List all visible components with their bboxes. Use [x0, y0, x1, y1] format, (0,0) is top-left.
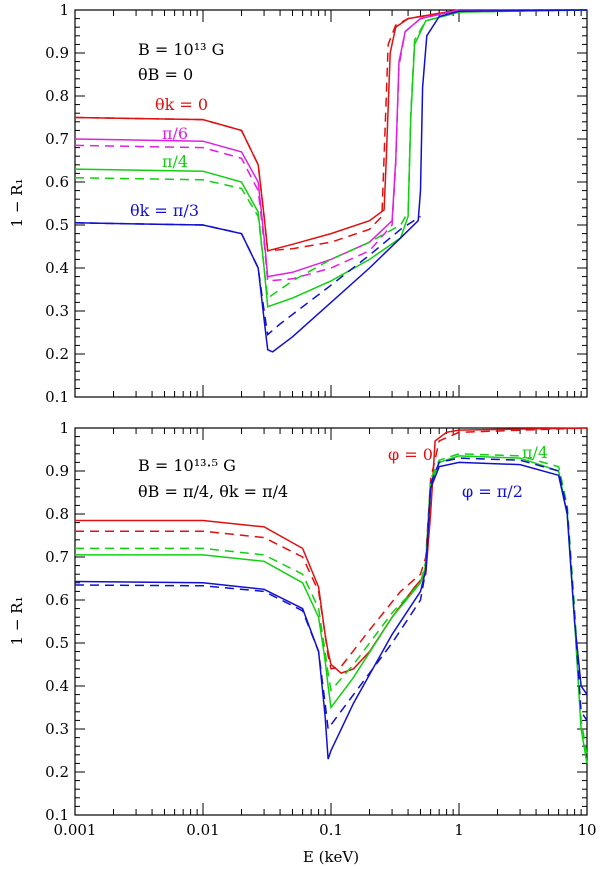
bottom-ytick-label: 0.2	[45, 763, 69, 781]
bottom-annotation-angles: θB = π/4, θk = π/4	[138, 482, 288, 501]
top-label-thetak-pi3: θk = π/3	[130, 201, 199, 220]
bottom-ytick-label: 0.8	[45, 505, 69, 523]
top-series-line	[74, 215, 421, 337]
bottom-label-pi4: π/4	[522, 443, 548, 462]
bottom-xtick-label: 0.1	[319, 821, 343, 839]
bottom-ytick-label: 0.3	[45, 720, 69, 738]
bottom-ytick-label: 0.1	[45, 806, 69, 824]
top-ytick-label: 0.4	[45, 259, 69, 277]
bottom-series-line	[75, 427, 588, 670]
bottom-label-phi-pi2: φ = π/2	[462, 482, 523, 501]
top-annotation-field: B = 10¹³ G	[138, 40, 224, 59]
top-ytick-label: 0.7	[45, 130, 69, 148]
bottom-curves	[74, 427, 588, 764]
top-ytick-label: 0.8	[45, 87, 69, 105]
bottom-ytick-label: 1	[59, 419, 69, 437]
x-axis-label: E (keV)	[303, 848, 359, 866]
bottom-series-line	[75, 453, 588, 755]
top-axis-ticks: 0.1 0.2 0.3 0.4 0.5 0.6 0.7 0.8 0.9 1	[45, 1, 587, 406]
top-ytick-label: 0.1	[45, 388, 69, 406]
top-ytick-label: 1	[59, 1, 69, 19]
top-ytick-label: 0.5	[45, 216, 69, 234]
top-label-pi6: π/6	[162, 124, 188, 143]
bottom-series-line	[75, 455, 588, 764]
bottom-ytick-label: 0.5	[45, 634, 69, 652]
bottom-ytick-label: 0.9	[45, 462, 69, 480]
top-series-line	[74, 9, 587, 282]
top-series-line	[74, 9, 587, 252]
bottom-axis-ticks: 0.1 0.2 0.3 0.4 0.5 0.6 0.7 0.8 0.9 1 0.001 0.01 0.1…	[45, 419, 596, 839]
bottom-series-line	[74, 461, 588, 760]
bottom-xtick-label: 1	[454, 821, 464, 839]
bottom-y-axis-label: 1 − R₁	[8, 597, 26, 646]
top-ytick-label: 0.2	[45, 345, 69, 363]
top-y-axis-label: 1 − R₁	[8, 179, 26, 228]
bottom-xtick-label: 10	[577, 821, 596, 839]
top-curves	[74, 9, 588, 353]
top-label-thetak-0: θk = 0	[155, 95, 208, 114]
bottom-label-phi-0: φ = 0	[388, 445, 433, 464]
bottom-ytick-label: 0.4	[45, 677, 69, 695]
top-ytick-label: 0.9	[45, 44, 69, 62]
top-annotation-thetaB: θB = 0	[138, 65, 193, 84]
top-ytick-label: 0.3	[45, 302, 69, 320]
bottom-series-line	[75, 427, 588, 674]
top-series-line	[74, 9, 588, 353]
bottom-ytick-label: 0.7	[45, 548, 69, 566]
bottom-xtick-label: 0.001	[54, 821, 97, 839]
bottom-series-line	[74, 457, 588, 732]
bottom-annotation-field: B = 10¹³·⁵ G	[138, 456, 236, 475]
top-label-pi4: π/4	[162, 152, 188, 171]
bottom-xtick-label: 0.01	[186, 821, 219, 839]
top-series-line	[74, 9, 588, 300]
top-panel: 0.1 0.2 0.3 0.4 0.5 0.6 0.7 0.8 0.9 1 1 − R₁ B = …	[8, 1, 588, 406]
bottom-panel: 0.1 0.2 0.3 0.4 0.5 0.6 0.7 0.8 0.9 1 0.001 0.01 0.1…	[8, 419, 597, 866]
top-ytick-label: 0.6	[45, 173, 69, 191]
bottom-ytick-label: 0.6	[45, 591, 69, 609]
